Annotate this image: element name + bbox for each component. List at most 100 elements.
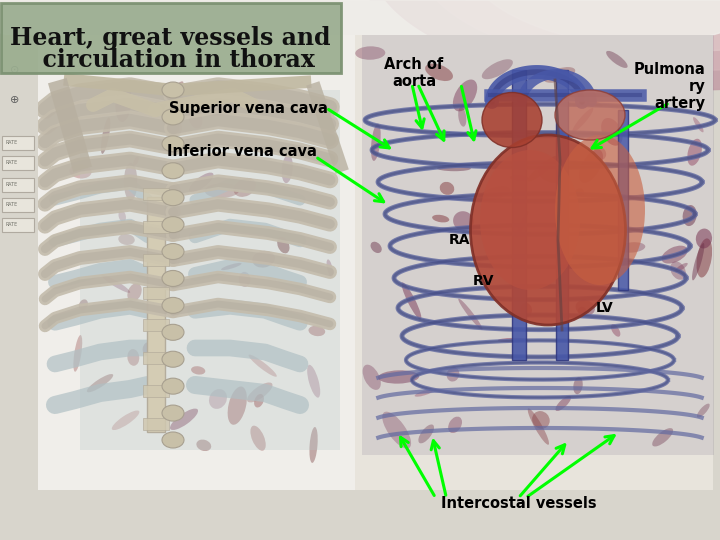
Bar	[143, 287, 169, 299]
Ellipse shape	[696, 238, 712, 278]
Ellipse shape	[162, 432, 184, 448]
Ellipse shape	[189, 173, 214, 192]
Ellipse shape	[459, 299, 482, 330]
Ellipse shape	[527, 156, 558, 181]
Ellipse shape	[277, 237, 289, 253]
Text: RATE: RATE	[6, 222, 18, 227]
Bar	[340, 0, 720, 40]
Bar	[147, 197, 165, 432]
Text: RA: RA	[449, 233, 470, 247]
Ellipse shape	[233, 178, 256, 197]
Text: ⊙: ⊙	[10, 65, 19, 75]
Bar	[143, 188, 169, 200]
Ellipse shape	[252, 251, 275, 268]
Text: RV: RV	[473, 274, 495, 288]
Ellipse shape	[606, 51, 628, 68]
Text: Intercostal vessels: Intercostal vessels	[441, 496, 596, 511]
Ellipse shape	[453, 211, 474, 231]
Ellipse shape	[87, 374, 113, 392]
Ellipse shape	[204, 183, 239, 198]
Ellipse shape	[162, 244, 184, 260]
Bar	[10, 35, 355, 490]
Ellipse shape	[162, 136, 184, 152]
Bar	[143, 221, 169, 233]
Ellipse shape	[458, 107, 467, 127]
Ellipse shape	[446, 367, 459, 382]
Text: RATE: RATE	[6, 160, 18, 165]
Ellipse shape	[162, 109, 184, 125]
Ellipse shape	[162, 82, 184, 98]
Ellipse shape	[327, 259, 333, 278]
Ellipse shape	[521, 303, 532, 317]
Ellipse shape	[555, 396, 571, 411]
Ellipse shape	[480, 186, 510, 201]
Ellipse shape	[696, 228, 712, 248]
Ellipse shape	[482, 59, 513, 79]
Bar	[2, 198, 34, 212]
Bar	[2, 156, 34, 170]
Ellipse shape	[162, 298, 184, 313]
Ellipse shape	[371, 242, 382, 253]
Text: RATE: RATE	[6, 183, 18, 187]
Polygon shape	[418, 0, 720, 71]
Ellipse shape	[248, 355, 276, 377]
Ellipse shape	[619, 242, 645, 253]
Ellipse shape	[70, 164, 91, 179]
Text: RATE: RATE	[6, 140, 18, 145]
Ellipse shape	[415, 389, 433, 397]
Ellipse shape	[127, 283, 142, 302]
Ellipse shape	[162, 351, 184, 367]
Ellipse shape	[112, 410, 140, 430]
Ellipse shape	[675, 263, 688, 272]
Bar	[143, 418, 169, 430]
Ellipse shape	[539, 164, 568, 183]
Ellipse shape	[115, 84, 132, 122]
Text: ⊕: ⊕	[10, 95, 19, 105]
Ellipse shape	[228, 387, 247, 425]
Ellipse shape	[577, 307, 586, 315]
Ellipse shape	[448, 416, 462, 433]
Ellipse shape	[102, 275, 130, 293]
Ellipse shape	[510, 175, 528, 181]
Ellipse shape	[162, 163, 184, 179]
Bar	[143, 385, 169, 397]
Ellipse shape	[567, 93, 603, 107]
Ellipse shape	[282, 154, 293, 183]
Ellipse shape	[247, 382, 272, 402]
Ellipse shape	[118, 234, 135, 245]
Text: Inferior vena cava: Inferior vena cava	[167, 144, 317, 159]
Ellipse shape	[239, 272, 251, 287]
Ellipse shape	[440, 182, 454, 195]
Ellipse shape	[611, 325, 621, 337]
Ellipse shape	[254, 394, 264, 408]
Ellipse shape	[555, 135, 645, 285]
Ellipse shape	[569, 77, 578, 84]
Bar	[2, 178, 34, 192]
Ellipse shape	[199, 108, 239, 116]
Ellipse shape	[652, 428, 673, 447]
Ellipse shape	[371, 124, 381, 161]
FancyBboxPatch shape	[1, 3, 341, 73]
Ellipse shape	[162, 378, 184, 394]
Ellipse shape	[162, 217, 184, 233]
Text: Heart, great vessels and: Heart, great vessels and	[10, 26, 330, 50]
Bar	[362, 35, 714, 455]
Ellipse shape	[124, 163, 138, 201]
Polygon shape	[0, 0, 720, 60]
Bar	[80, 90, 340, 450]
Bar	[0, 35, 38, 490]
Ellipse shape	[221, 263, 241, 270]
Ellipse shape	[143, 342, 153, 355]
Ellipse shape	[191, 366, 205, 375]
Ellipse shape	[532, 411, 550, 429]
Ellipse shape	[158, 203, 164, 214]
Ellipse shape	[516, 211, 528, 238]
Ellipse shape	[378, 370, 419, 383]
Polygon shape	[370, 0, 720, 90]
Ellipse shape	[544, 67, 575, 83]
Ellipse shape	[119, 210, 126, 222]
Ellipse shape	[437, 166, 471, 171]
Ellipse shape	[363, 364, 381, 390]
Ellipse shape	[197, 440, 211, 451]
Ellipse shape	[575, 188, 584, 197]
